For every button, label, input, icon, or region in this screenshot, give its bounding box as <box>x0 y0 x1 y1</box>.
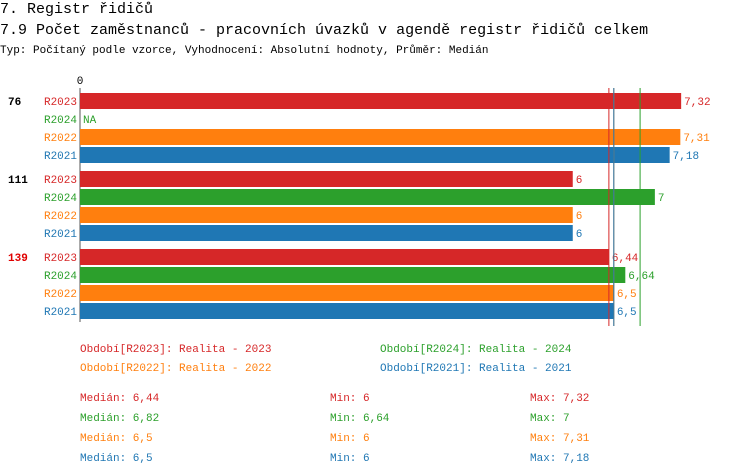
series-label: R2022 <box>44 211 77 223</box>
stat-min: Min: 6 <box>330 393 370 405</box>
series-label: R2022 <box>44 133 77 145</box>
value-label: 6,5 <box>617 307 637 319</box>
stat-min: Min: 6 <box>330 433 370 445</box>
series-label: R2021 <box>44 229 77 241</box>
stat-median: Medián: 6,5 <box>80 453 153 465</box>
value-label: 7,31 <box>683 133 710 145</box>
series-label: R2021 <box>44 151 77 163</box>
bar <box>80 225 573 241</box>
legend-entry: Období[R2022]: Realita - 2022 <box>80 363 271 375</box>
stat-max: Max: 7 <box>530 413 570 425</box>
value-label: 7,32 <box>684 97 710 109</box>
value-label: 6 <box>576 175 583 187</box>
stat-min: Min: 6 <box>330 453 370 465</box>
bar <box>80 171 573 187</box>
group-label: 111 <box>8 175 28 187</box>
value-label: 7,18 <box>673 151 699 163</box>
series-label: R2024 <box>44 115 77 127</box>
series-label: R2023 <box>44 253 77 265</box>
group-label: 139 <box>8 253 28 265</box>
stat-median: Medián: 6,5 <box>80 433 153 445</box>
value-label: 6,5 <box>617 289 637 301</box>
legend-entry: Období[R2021]: Realita - 2021 <box>380 363 572 375</box>
bar <box>80 189 655 205</box>
group-label: 76 <box>8 97 21 109</box>
value-label: 6 <box>576 229 583 241</box>
bar <box>80 267 626 283</box>
legend-entry: Období[R2024]: Realita - 2024 <box>380 344 572 356</box>
chart-subtitle: Typ: Počítaný podle vzorce, Vyhodnocení:… <box>0 44 488 57</box>
value-label: 7 <box>658 193 665 205</box>
value-label: 6,44 <box>612 253 639 265</box>
series-label: R2023 <box>44 97 77 109</box>
stat-median: Medián: 6,44 <box>80 393 160 405</box>
legend-entry: Období[R2023]: Realita - 2023 <box>80 344 271 356</box>
bar <box>80 285 614 301</box>
bar <box>80 249 609 265</box>
value-label: 6,64 <box>628 271 655 283</box>
bar <box>80 147 670 163</box>
bar <box>80 93 682 109</box>
series-label: R2021 <box>44 307 77 319</box>
stat-max: Max: 7,32 <box>530 393 589 405</box>
series-label: R2023 <box>44 175 77 187</box>
value-label: 6 <box>576 211 583 223</box>
x-tick-label: 0 <box>77 76 84 88</box>
bar <box>80 129 681 145</box>
chart-title: 7.9 Počet zaměstnanců - pracovních úvazk… <box>0 22 648 39</box>
series-label: R2024 <box>44 271 77 283</box>
value-label: NA <box>83 115 97 127</box>
bar <box>80 303 614 319</box>
stat-median: Medián: 6,82 <box>80 413 159 425</box>
stat-max: Max: 7,18 <box>530 453 589 465</box>
stat-max: Max: 7,31 <box>530 433 590 445</box>
series-label: R2022 <box>44 289 77 301</box>
section-title: 7. Registr řidičů <box>0 1 153 18</box>
series-label: R2024 <box>44 193 77 205</box>
stat-min: Min: 6,64 <box>330 413 390 425</box>
bar <box>80 207 573 223</box>
